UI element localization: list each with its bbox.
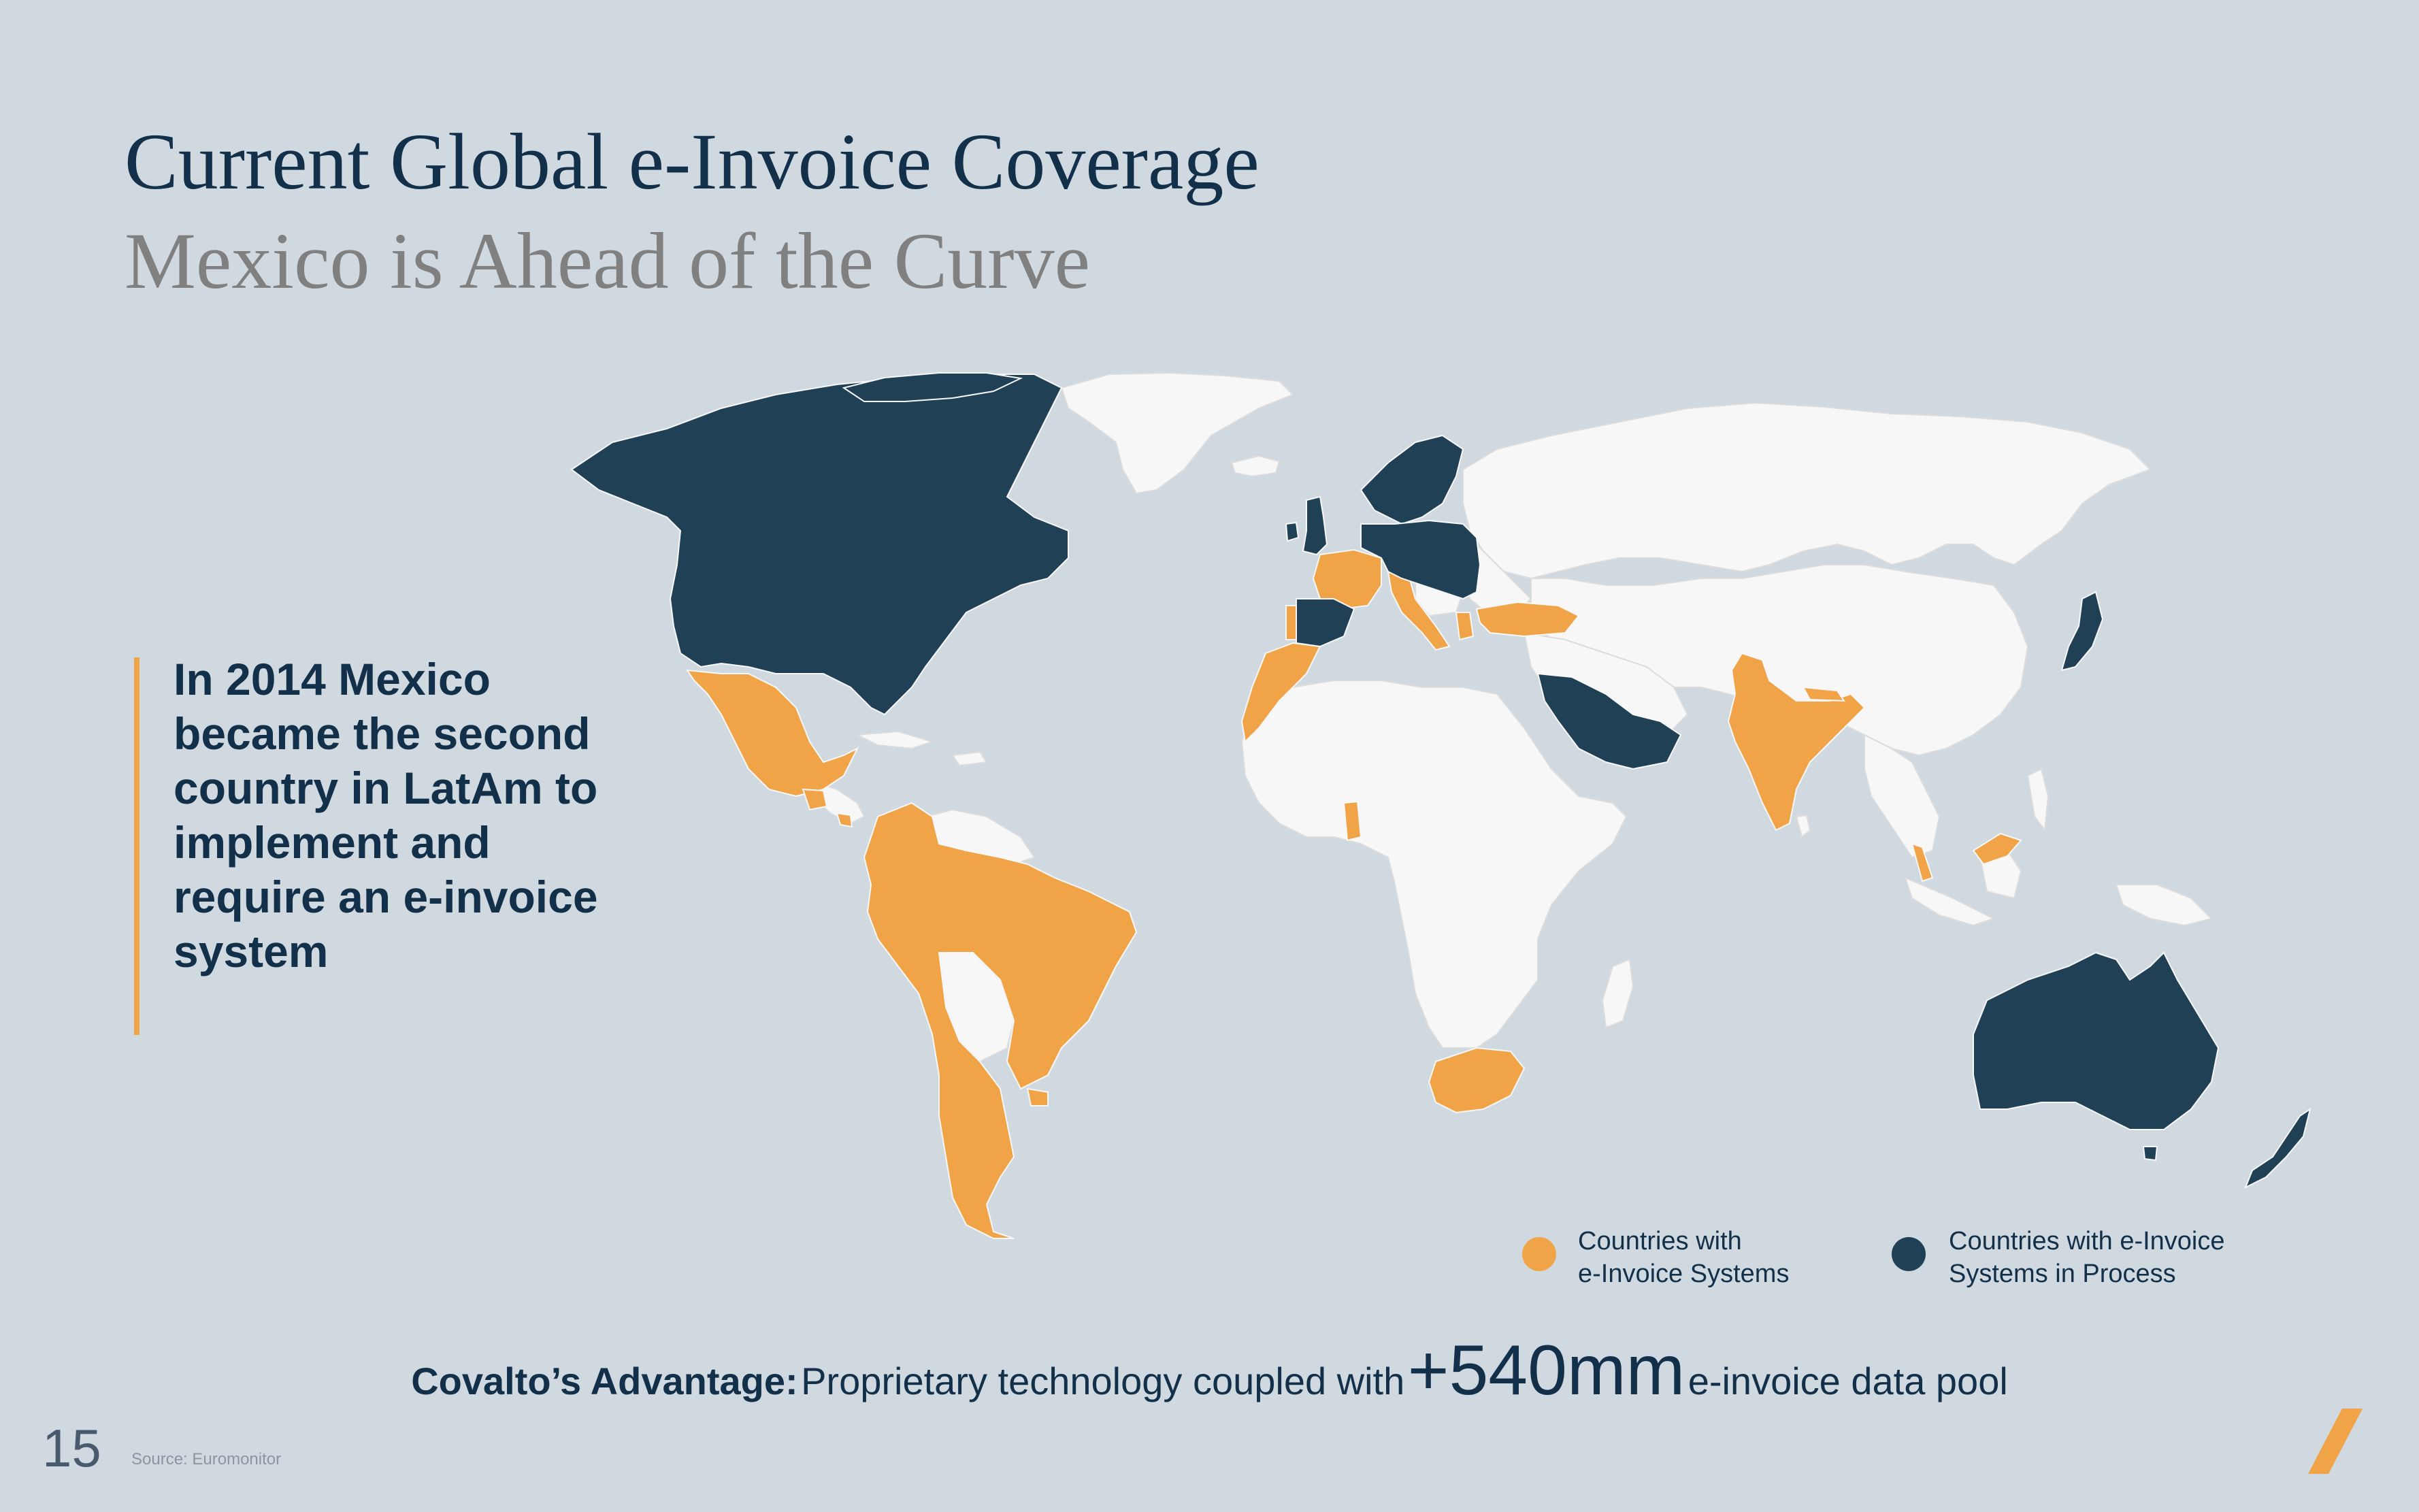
advantage-suffix: e-invoice data pool (1688, 1360, 2008, 1402)
callout-accent-bar (134, 657, 139, 1035)
region-spain (1296, 598, 1355, 648)
region-uruguay (1026, 1087, 1049, 1106)
region-malaysia-peninsula (1911, 842, 1934, 883)
region-africa (1240, 680, 1628, 1049)
region-ireland (1285, 521, 1300, 542)
legend-label-systems-line1: Countries with (1578, 1227, 1742, 1255)
region-new-guinea (2115, 884, 2213, 927)
region-north-america (570, 374, 1069, 716)
countries-with-systems-layer (685, 548, 2022, 1239)
region-central-europe (1360, 519, 1481, 600)
region-australia (1973, 951, 2220, 1130)
region-tasmania (2142, 1146, 2158, 1162)
region-guatemala (802, 788, 828, 811)
region-south-africa (1428, 1047, 1526, 1114)
brand-slash-logo-icon (2308, 1409, 2363, 1474)
region-mexico (685, 669, 859, 798)
region-india (1727, 652, 1866, 832)
region-ghana (1343, 800, 1362, 842)
countries-in-process-layer (570, 372, 2311, 1189)
region-indonesia (1904, 876, 1996, 927)
legend-label-systems-line2: e-Invoice Systems (1578, 1260, 1790, 1288)
region-arabia (1536, 672, 1682, 770)
advantage-statement: Covalto’s Advantage: Proprietary technol… (0, 1330, 2419, 1412)
advantage-figure: +540mm (1407, 1331, 1685, 1410)
region-costa-rica (836, 812, 853, 828)
region-cuba (855, 730, 935, 750)
region-japan (2060, 591, 2104, 672)
legend-swatch-systems (1522, 1237, 1556, 1271)
region-new-zealand (2244, 1107, 2311, 1189)
region-arctic-islands (842, 372, 1023, 402)
region-italy (1387, 570, 1451, 651)
region-scandinavia (1360, 434, 1464, 525)
region-sri-lanka (1795, 814, 1811, 838)
region-nepal (1802, 686, 1845, 702)
legend-label-systems: Countries with e-Invoice Systems (1578, 1225, 1789, 1290)
advantage-text: Proprietary technology coupled with (801, 1360, 1405, 1402)
source-note: Source: Euromonitor (131, 1450, 282, 1468)
region-madagascar (1601, 958, 1634, 1029)
region-russia (1462, 401, 2152, 580)
page-subtitle: Mexico is Ahead of the Curve (125, 216, 1090, 306)
region-turkey (1475, 601, 1580, 638)
advantage-label: Covalto’s Advantage: (411, 1360, 798, 1402)
region-south-america (863, 802, 1138, 1239)
region-uk (1302, 495, 1328, 556)
legend-label-in-process-line2: Systems in Process (1949, 1260, 2176, 1288)
page-number: 15 (42, 1418, 101, 1478)
callout-text: In 2014 Mexico became the second country… (174, 654, 598, 976)
page-title: Current Global e-Invoice Coverage (125, 117, 1260, 206)
legend-swatch-in-process (1892, 1237, 1926, 1271)
region-greece (1455, 612, 1475, 641)
legend-label-in-process-line1: Countries with e-Invoice (1949, 1227, 2225, 1255)
legend-label-in-process: Countries with e-Invoice Systems in Proc… (1949, 1225, 2225, 1290)
region-france (1312, 548, 1382, 610)
region-philippines (2026, 768, 2050, 832)
countries-no-system-layer (816, 372, 2213, 1063)
region-greenland (1060, 372, 1294, 495)
region-iceland (1230, 455, 1281, 478)
region-malaysia-borneo (1972, 832, 2022, 866)
region-portugal (1285, 605, 1297, 640)
region-hispaniola (951, 751, 988, 767)
